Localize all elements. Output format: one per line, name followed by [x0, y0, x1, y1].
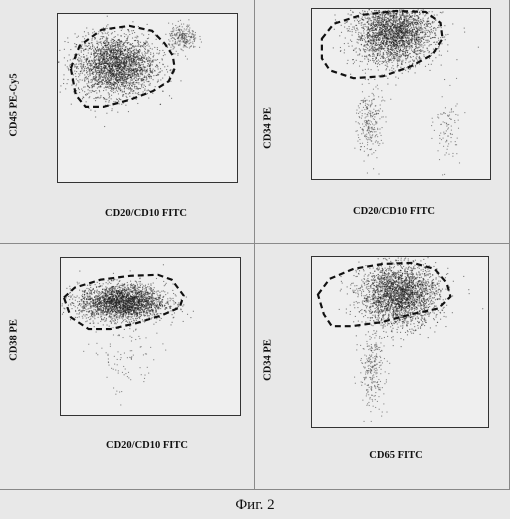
x-axis-label-bottom-left: CD20/CD10 FITC [106, 440, 188, 451]
scatter-cluster-bottom-right-1 [354, 289, 391, 422]
panel-divider-horizontal [0, 243, 510, 244]
scatter-cluster-top-right-2 [431, 77, 466, 176]
scatter-cluster-top-left-1 [162, 19, 202, 60]
scatter-cluster-top-left-0 [58, 15, 182, 128]
y-axis-label-top-right: CD34 PE [262, 107, 274, 149]
plot-area-bottom-left [60, 257, 241, 416]
scatter-plot-top-right [320, 9, 479, 176]
gate-polygon-bottom-left [62, 273, 185, 331]
plot-area-bottom-right [311, 256, 489, 428]
scatter-cluster-bottom-left-1 [83, 314, 167, 406]
scatter-cluster-top-right-0 [332, 9, 479, 86]
scatter-cluster-bottom-right-0 [338, 257, 484, 348]
scatter-plot-bottom-left [61, 264, 194, 406]
gate-polygon-top-left [69, 24, 176, 108]
x-axis-label-top-left: CD20/CD10 FITC [105, 208, 187, 219]
panel-divider-vertical [254, 0, 255, 490]
plot-area-top-right [311, 8, 491, 180]
scatter-plot-top-left [58, 15, 202, 128]
y-axis-label-bottom-left: CD38 PE [8, 319, 20, 361]
scatter-points-bottom-right [338, 257, 484, 422]
x-axis-label-top-right: CD20/CD10 FITC [353, 206, 435, 217]
plot-area-top-left [57, 13, 238, 183]
scatter-cluster-top-right-1 [353, 61, 392, 175]
gate-polygon-top-right [320, 9, 444, 80]
y-axis-label-bottom-right: CD34 PE [262, 339, 274, 381]
x-axis-label-bottom-right: CD65 FITC [369, 450, 423, 461]
scatter-points-bottom-left [61, 264, 194, 406]
figure-caption: Фиг. 2 [235, 497, 275, 513]
gate-polygon-bottom-right [316, 261, 452, 328]
scatter-points-top-left [58, 15, 202, 128]
scatter-points-top-right [332, 9, 479, 176]
y-axis-label-top-left: CD45 PE-Cy5 [8, 73, 20, 137]
scatter-cluster-bottom-left-0 [61, 264, 194, 331]
scatter-plot-bottom-right [316, 257, 484, 422]
